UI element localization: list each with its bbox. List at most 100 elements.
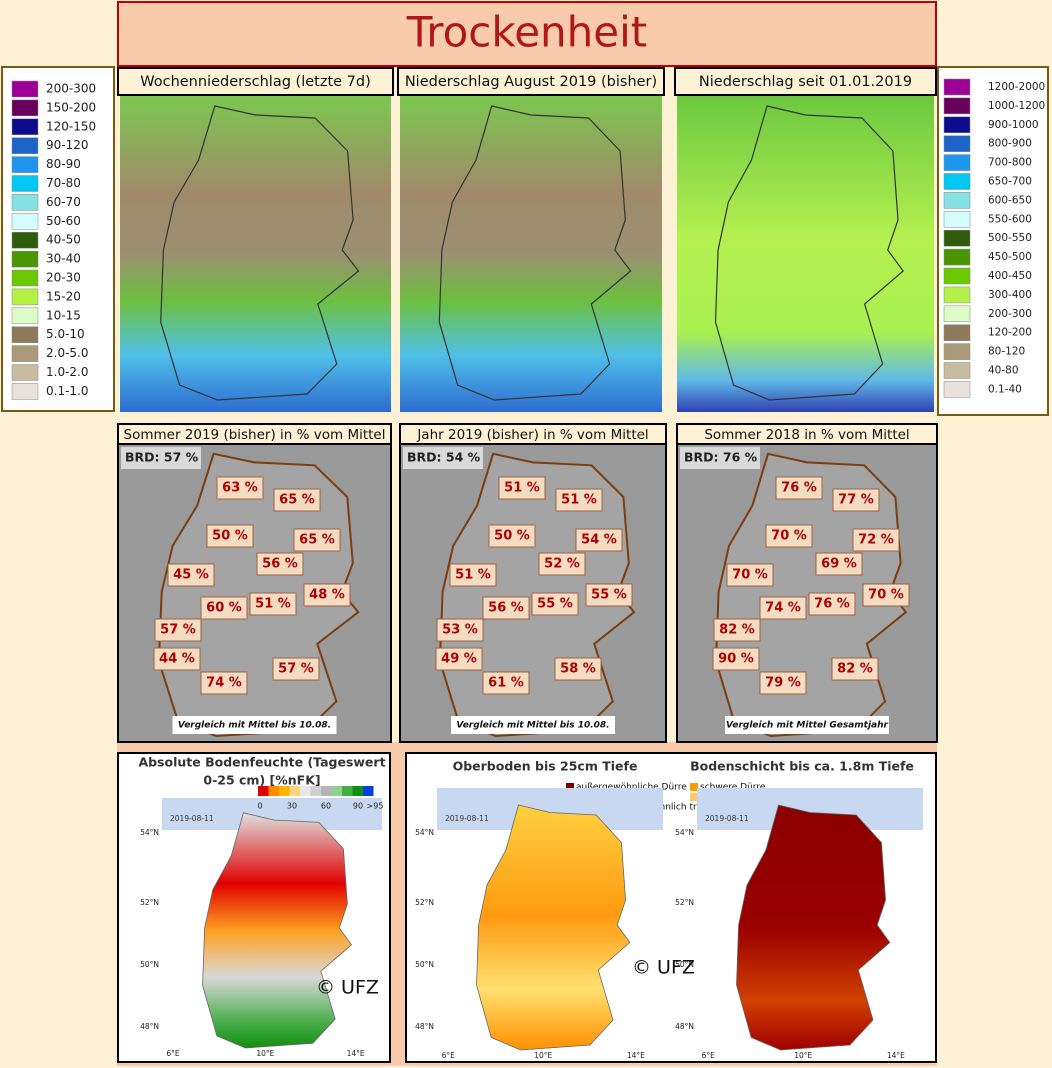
region-label-box: [482, 671, 530, 695]
border-outline: [160, 105, 360, 401]
legend-swatch: [690, 793, 698, 801]
lat-label: 50°N: [140, 960, 159, 969]
colorbar-swatch: [352, 786, 363, 796]
colorbar-label: >95: [367, 802, 384, 811]
legend-swatch: [943, 267, 971, 285]
brd-box: [121, 447, 201, 469]
legend-swatch: [11, 99, 39, 117]
region-label-box: [712, 647, 760, 671]
note-box: [172, 716, 337, 734]
region-label-box: [815, 552, 863, 576]
region-value: 55 %: [591, 588, 627, 603]
note-box: [725, 716, 889, 734]
legend-label: 700-800: [988, 157, 1032, 169]
colorbar-swatch: [268, 786, 279, 796]
colorbar-swatch: [300, 786, 311, 796]
region-label-box: [249, 592, 297, 616]
region-value: 44 %: [159, 652, 195, 667]
region-value: 61 %: [488, 676, 524, 691]
legend-label: 80-90: [46, 157, 81, 171]
legend-swatch: [943, 78, 971, 96]
region-label-box: [167, 563, 215, 587]
region-value: 48 %: [309, 588, 345, 603]
legend-label: 800-900: [988, 138, 1032, 150]
region-value: 63 %: [222, 481, 258, 496]
page-title: Trockenheit: [406, 8, 648, 57]
lat-label: 54°N: [675, 828, 694, 837]
legend-label: 0.1-1.0: [46, 384, 89, 398]
legend-swatch: [11, 383, 39, 400]
region-label-box: [200, 596, 248, 620]
panel-title-box: [117, 67, 394, 96]
legend-swatch: [11, 345, 39, 362]
colorbar-label: 30: [287, 802, 297, 811]
lon-label: 14°E: [887, 1051, 905, 1060]
region-value: 56 %: [488, 601, 524, 616]
legend-label: 2.0-5.0: [46, 346, 89, 360]
region-value: 76 %: [814, 597, 850, 612]
region-value: 51 %: [504, 481, 540, 496]
legend-swatch: [11, 364, 39, 381]
region-label-box: [555, 488, 603, 512]
legend-label: 300-400: [988, 289, 1032, 301]
legend-label: 150-200: [46, 100, 96, 114]
panel-title: Sommer 2018 in % vom Mittel: [704, 427, 909, 443]
legend-label: 1200-2000: [988, 81, 1045, 93]
legend-label: 1000-1200: [988, 100, 1045, 112]
region-label-box: [852, 528, 900, 552]
lon-label: 6°E: [166, 1049, 180, 1058]
map-date: 2019-08-11: [445, 814, 489, 823]
panel-title-box: [676, 423, 938, 445]
lon-label: 6°E: [442, 1051, 456, 1060]
map-date: 2019-08-11: [705, 814, 749, 823]
soil-map: [202, 812, 353, 1049]
region-label-box: [554, 657, 602, 681]
region-value: 77 %: [838, 493, 874, 508]
region-label-box: [862, 583, 910, 607]
region-label-box: [216, 476, 264, 500]
legend-swatch: [943, 229, 971, 247]
legend-swatch: [11, 326, 39, 343]
map-date: 2019-08-11: [170, 814, 214, 823]
legend-label: 20-30: [46, 271, 81, 285]
legend-label: 40-80: [988, 365, 1019, 377]
lon-label: 6°E: [702, 1051, 716, 1060]
colorbar-swatch: [321, 786, 332, 796]
region-value: 55 %: [537, 597, 573, 612]
map-title: 0-25 cm) [%nFK]: [203, 773, 320, 788]
legend-swatch: [11, 175, 39, 192]
region-label-box: [272, 657, 320, 681]
region-value: 82 %: [719, 623, 755, 638]
region-value: 69 %: [821, 557, 857, 572]
region-label-box: [713, 618, 761, 642]
lat-label: 48°N: [415, 1022, 434, 1031]
region-value: 65 %: [279, 493, 315, 508]
region-value: 82 %: [837, 662, 873, 677]
map-title: Oberboden bis 25cm Tiefe: [453, 759, 638, 774]
lat-label: 50°N: [415, 960, 434, 969]
region-value: 50 %: [494, 529, 530, 544]
map-title: Bodenschicht bis ca. 1.8m Tiefe: [690, 759, 914, 774]
region-value: 57 %: [160, 623, 196, 638]
region-label-box: [200, 671, 248, 695]
region-label-box: [726, 563, 774, 587]
region-value: 51 %: [255, 597, 291, 612]
lon-label: 10°E: [794, 1051, 812, 1060]
legend-swatch: [11, 250, 39, 268]
colorbar-swatch: [342, 786, 353, 796]
lon-label: 10°E: [256, 1049, 274, 1058]
region-label-box: [293, 528, 341, 552]
legend-swatch: [11, 194, 39, 211]
colorbar-swatch: [331, 786, 342, 796]
lat-label: 54°N: [415, 828, 434, 837]
colorbar-swatch: [363, 786, 374, 796]
lon-label: 14°E: [627, 1051, 645, 1060]
region-label-box: [273, 488, 321, 512]
region-value: 70 %: [732, 568, 768, 583]
region-label-box: [531, 592, 579, 616]
panel-title-box: [117, 423, 392, 445]
region-value: 65 %: [299, 533, 335, 548]
region-value: 74 %: [206, 676, 242, 691]
legend-label: 80-120: [988, 346, 1025, 358]
